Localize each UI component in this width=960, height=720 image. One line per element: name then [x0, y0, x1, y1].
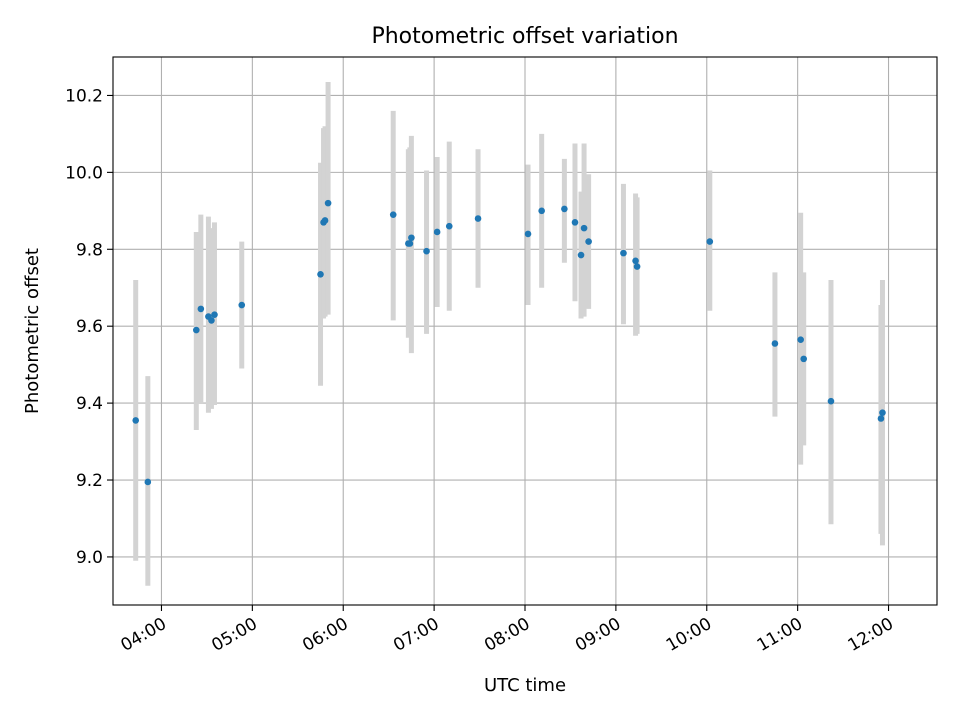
- y-tick-label: 9.4: [76, 394, 103, 414]
- data-point: [144, 478, 152, 486]
- chart-title: Photometric offset variation: [371, 24, 678, 49]
- data-point: [317, 270, 324, 278]
- y-tick-label: 10.0: [65, 163, 103, 183]
- y-tick-label: 9.0: [76, 548, 103, 568]
- data-point: [571, 219, 579, 226]
- data-point: [208, 317, 215, 324]
- data-point: [879, 409, 886, 417]
- data-point: [238, 301, 246, 309]
- data-point: [406, 240, 414, 247]
- y-axis-label: Photometric offset: [22, 248, 43, 414]
- x-axis-label: UTC time: [484, 675, 566, 696]
- data-point: [132, 417, 140, 424]
- data-point: [197, 305, 205, 313]
- x-tick-label: 04:00: [118, 614, 170, 656]
- data-point: [771, 340, 779, 347]
- data-point: [561, 205, 568, 213]
- x-tick-label: 09:00: [572, 614, 624, 656]
- data-point: [577, 251, 585, 259]
- data-point: [877, 415, 885, 422]
- data-point: [433, 228, 441, 236]
- x-axis-ticks: 04:00 05:00 06:00 07:00 08:00 09:00 10:00 11:00…: [118, 605, 897, 656]
- data-point: [800, 355, 808, 363]
- data-point: [797, 336, 804, 343]
- data-point: [580, 224, 588, 232]
- y-tick-label: 9.6: [76, 317, 103, 337]
- error-bars: [133, 81, 885, 586]
- data-point: [389, 211, 397, 218]
- data-point: [324, 199, 332, 207]
- x-tick-label: 11:00: [754, 614, 806, 656]
- data-point: [474, 215, 482, 222]
- data-point: [827, 397, 835, 405]
- data-point: [321, 217, 329, 224]
- data-point: [524, 230, 532, 238]
- y-tick-label: 9.2: [76, 471, 103, 491]
- data-point: [538, 207, 545, 215]
- x-tick-label: 10:00: [663, 614, 715, 656]
- x-tick-label: 07:00: [390, 614, 442, 656]
- data-point: [706, 238, 714, 245]
- data-point: [632, 257, 639, 265]
- x-tick-label: 06:00: [299, 614, 351, 656]
- data-point: [633, 263, 641, 270]
- y-axis-ticks: 9.0 9.2 9.4 9.6 9.8 10.0 10.2: [65, 86, 113, 568]
- grid-lines: [113, 57, 937, 605]
- x-tick-label: 08:00: [481, 614, 533, 656]
- data-point: [445, 222, 453, 230]
- x-tick-label: 12:00: [845, 614, 897, 656]
- data-point: [211, 311, 218, 318]
- data-point: [193, 326, 200, 334]
- y-tick-label: 10.2: [65, 86, 103, 106]
- data-points: [132, 199, 886, 486]
- y-tick-label: 9.8: [76, 240, 103, 260]
- data-point: [585, 238, 592, 245]
- data-point: [620, 249, 627, 257]
- x-tick-label: 05:00: [208, 614, 260, 656]
- data-point: [408, 234, 415, 242]
- data-point: [423, 247, 430, 255]
